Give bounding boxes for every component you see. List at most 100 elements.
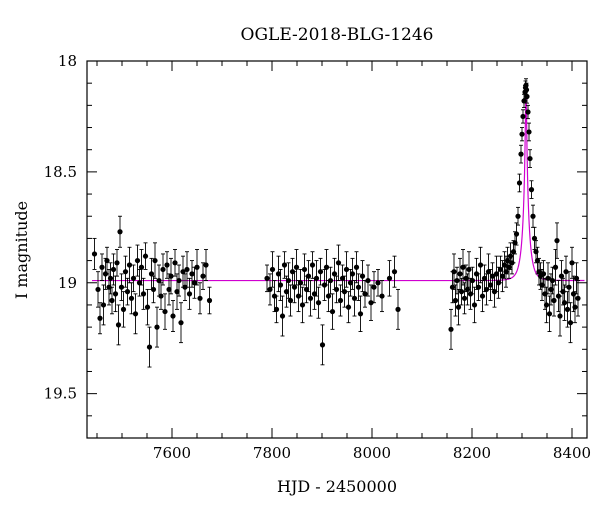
data-point (160, 253, 166, 286)
point-marker (395, 306, 401, 312)
point-marker (142, 253, 149, 259)
point-marker (303, 286, 310, 293)
point-marker (132, 311, 139, 317)
point-marker (515, 213, 521, 219)
point-marker (189, 271, 195, 277)
data-point (206, 286, 213, 315)
point-marker (117, 229, 123, 235)
point-marker (575, 295, 581, 301)
point-marker (168, 273, 174, 279)
point-marker (481, 275, 488, 281)
point-marker (110, 266, 117, 273)
point-marker (287, 297, 294, 304)
data-point (543, 286, 550, 324)
x-tick-label: 7600 (153, 444, 191, 462)
point-marker (569, 260, 575, 266)
point-marker (331, 271, 338, 277)
data-point (371, 271, 377, 304)
point-marker (194, 264, 200, 270)
point-marker (365, 277, 371, 284)
point-marker (524, 93, 530, 100)
point-marker (136, 280, 143, 286)
y-tick-label: 18.5 (44, 163, 77, 181)
point-marker (391, 269, 398, 275)
point-marker (104, 257, 110, 264)
data-point (455, 288, 462, 326)
data-point (359, 260, 366, 293)
point-marker (309, 262, 316, 268)
data-point (194, 249, 200, 286)
data-point (341, 275, 348, 308)
point-marker (329, 308, 336, 315)
data-point (567, 302, 574, 344)
data-point (557, 295, 563, 337)
data-point (349, 257, 356, 290)
point-marker (530, 213, 536, 219)
point-marker (176, 277, 182, 284)
point-marker (180, 269, 186, 275)
data-point (264, 264, 270, 293)
data-point (132, 293, 139, 335)
point-marker (531, 235, 538, 242)
point-marker (281, 262, 288, 268)
data-point (572, 291, 578, 324)
data-point (154, 306, 160, 348)
data-point (521, 93, 527, 109)
data-point (337, 284, 344, 317)
point-marker (301, 266, 308, 273)
data-point (524, 89, 530, 104)
point-marker (311, 291, 318, 297)
data-points (91, 78, 581, 368)
data-point (395, 288, 401, 330)
point-marker (499, 273, 506, 279)
point-marker (355, 284, 362, 290)
point-marker (114, 260, 120, 266)
data-point (343, 251, 350, 288)
chart-title: OGLE-2018-BLG-1246 (241, 25, 434, 45)
data-point (267, 273, 273, 306)
point-marker (91, 251, 98, 257)
point-marker (158, 293, 164, 299)
point-marker (543, 302, 550, 308)
point-marker (327, 277, 334, 284)
point-marker (341, 289, 348, 295)
data-point (176, 264, 182, 297)
point-marker (160, 266, 166, 273)
point-marker (457, 271, 463, 277)
point-marker (273, 306, 280, 312)
data-point (530, 204, 536, 228)
point-marker (152, 257, 158, 264)
point-marker (170, 313, 176, 319)
point-marker (497, 266, 504, 273)
point-marker (460, 264, 466, 270)
point-marker (516, 180, 523, 186)
data-point (138, 249, 145, 286)
y-tick-label: 19 (58, 274, 77, 292)
point-marker (519, 131, 525, 137)
point-marker (269, 266, 276, 273)
data-point (120, 291, 127, 328)
data-point (107, 262, 114, 295)
data-point (457, 257, 463, 290)
data-point (277, 269, 284, 301)
data-point (365, 264, 371, 297)
point-marker (520, 113, 526, 120)
point-marker (124, 289, 131, 295)
point-marker (357, 311, 364, 317)
data-point (168, 257, 174, 295)
data-point (200, 262, 206, 290)
point-marker (493, 271, 500, 277)
data-point (115, 304, 122, 346)
point-marker (283, 289, 290, 295)
point-marker (466, 266, 472, 273)
data-point (172, 249, 178, 277)
point-marker (144, 304, 151, 310)
data-point (110, 253, 117, 286)
data-point (293, 249, 300, 286)
data-point (100, 284, 107, 326)
point-marker (277, 282, 284, 288)
data-point (520, 109, 526, 124)
data-point (461, 282, 468, 315)
data-point (134, 244, 141, 277)
point-marker (203, 262, 209, 268)
